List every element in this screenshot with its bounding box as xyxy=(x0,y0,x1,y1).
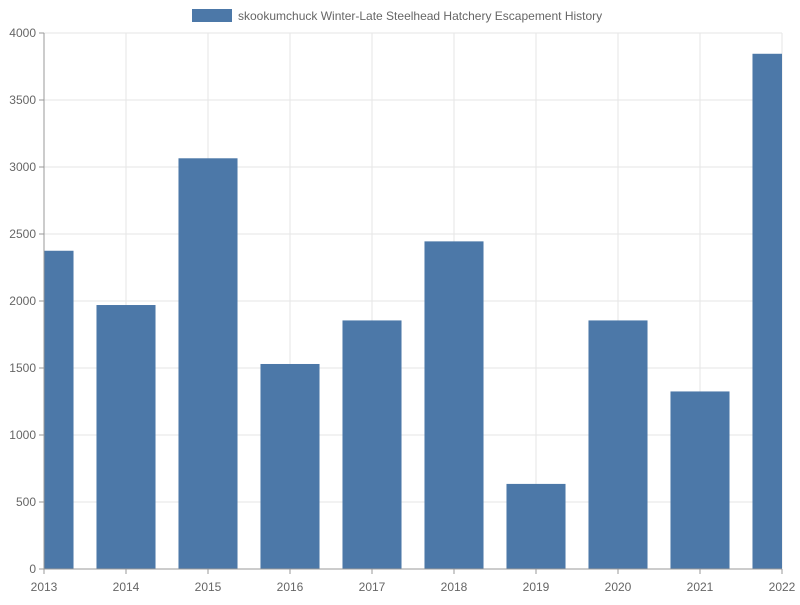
x-tick-label: 2019 xyxy=(523,580,550,594)
legend[interactable]: skookumchuck Winter-Late Steelhead Hatch… xyxy=(192,9,602,23)
legend-label: skookumchuck Winter-Late Steelhead Hatch… xyxy=(238,9,602,23)
bar-2015[interactable] xyxy=(178,158,238,570)
x-tick-label: 2015 xyxy=(195,580,222,594)
bar-2022[interactable] xyxy=(752,53,782,569)
bar-2017[interactable] xyxy=(342,320,402,569)
x-tick-label: 2020 xyxy=(605,580,632,594)
axes xyxy=(39,32,783,574)
x-tick-label: 2014 xyxy=(113,580,140,594)
x-tick-label: 2021 xyxy=(687,580,714,594)
bar-2018[interactable] xyxy=(424,241,484,569)
x-tick-label: 2022 xyxy=(769,580,796,594)
bar-2021[interactable] xyxy=(670,391,730,569)
y-tick-label: 2500 xyxy=(9,227,36,241)
y-tick-label: 1000 xyxy=(9,428,36,442)
bar-2019[interactable] xyxy=(506,483,566,569)
y-tick-label: 1500 xyxy=(9,361,36,375)
y-tick-label: 3000 xyxy=(9,160,36,174)
legend-swatch xyxy=(192,9,232,22)
x-tick-label: 2018 xyxy=(441,580,468,594)
bar-2016[interactable] xyxy=(260,363,320,569)
y-tick-label: 3500 xyxy=(9,93,36,107)
y-tick-label: 4000 xyxy=(9,26,36,40)
y-tick-label: 0 xyxy=(29,562,36,576)
x-tick-label: 2017 xyxy=(359,580,386,594)
bars xyxy=(44,53,782,570)
x-tick-label: 2016 xyxy=(277,580,304,594)
tick-labels: 0 500 1000 1500 2000 2500 3000 3500 4000 2013 2014… xyxy=(9,26,795,594)
y-tick-label: 2000 xyxy=(9,294,36,308)
bar-2013[interactable] xyxy=(44,250,74,569)
x-tick-label: 2013 xyxy=(31,580,58,594)
bar-2014[interactable] xyxy=(96,305,156,569)
bar-2020[interactable] xyxy=(588,320,648,569)
y-tick-label: 500 xyxy=(16,495,36,509)
